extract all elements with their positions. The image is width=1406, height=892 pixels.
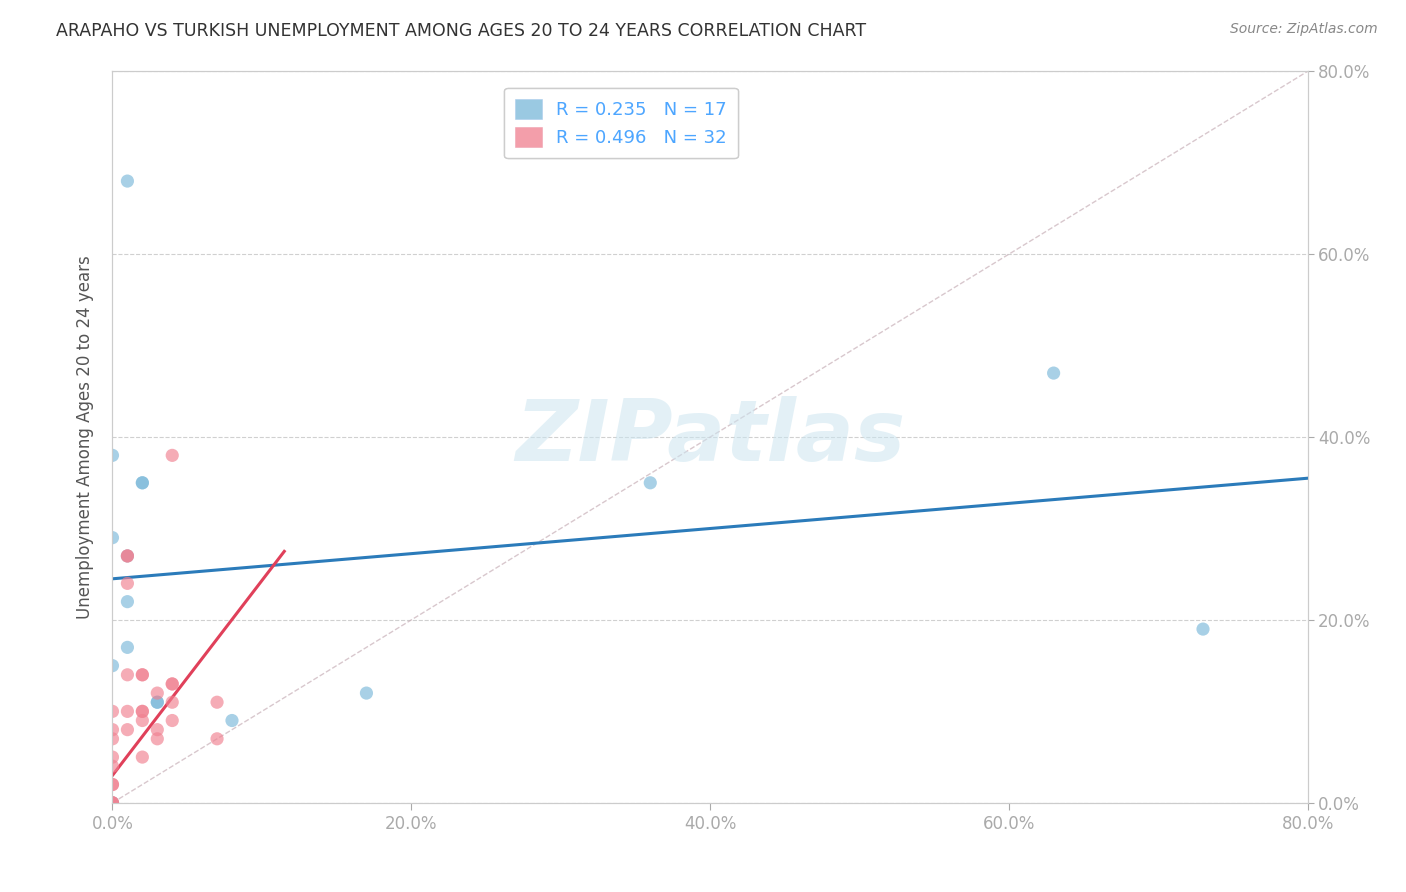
Text: ARAPAHO VS TURKISH UNEMPLOYMENT AMONG AGES 20 TO 24 YEARS CORRELATION CHART: ARAPAHO VS TURKISH UNEMPLOYMENT AMONG AG… [56,22,866,40]
Point [101,796,124,810]
Point [101,705,124,719]
Point [131,475,153,490]
Point [131,475,153,490]
Point [117,549,139,563]
Point [131,750,153,764]
Text: ZIPatlas: ZIPatlas [515,395,905,479]
Y-axis label: Unemployment Among Ages 20 to 24 years: Unemployment Among Ages 20 to 24 years [76,255,94,619]
Point [101,531,124,545]
Point [205,731,228,746]
Point [146,695,169,709]
Point [117,705,139,719]
Point [146,723,169,737]
Point [101,759,124,773]
Point [162,714,183,728]
Point [131,705,153,719]
Point [117,549,139,563]
Point [101,796,124,810]
Point [162,448,183,462]
Point [131,667,153,681]
Point [131,705,153,719]
Point [101,658,124,673]
Point [146,731,169,746]
Point [356,686,378,700]
Point [117,667,139,681]
Point [117,576,139,591]
Point [640,475,662,490]
Point [146,686,169,700]
Point [101,750,124,764]
Point [101,778,124,792]
Point [101,723,124,737]
Point [131,667,153,681]
Legend: R = 0.235   N = 17, R = 0.496   N = 32: R = 0.235 N = 17, R = 0.496 N = 32 [503,87,738,158]
Point [101,778,124,792]
Point [205,695,228,709]
Point [117,640,139,655]
Point [101,448,124,462]
Point [117,174,139,188]
Point [131,714,153,728]
Point [101,796,124,810]
Point [221,714,243,728]
Point [117,549,139,563]
Point [162,695,183,709]
Point [162,677,183,691]
Text: Source: ZipAtlas.com: Source: ZipAtlas.com [1230,22,1378,37]
Point [101,731,124,746]
Point [117,723,139,737]
Point [162,677,183,691]
Point [117,594,139,608]
Point [101,796,124,810]
Point [1042,366,1064,380]
Point [1192,622,1215,636]
Point [146,695,169,709]
